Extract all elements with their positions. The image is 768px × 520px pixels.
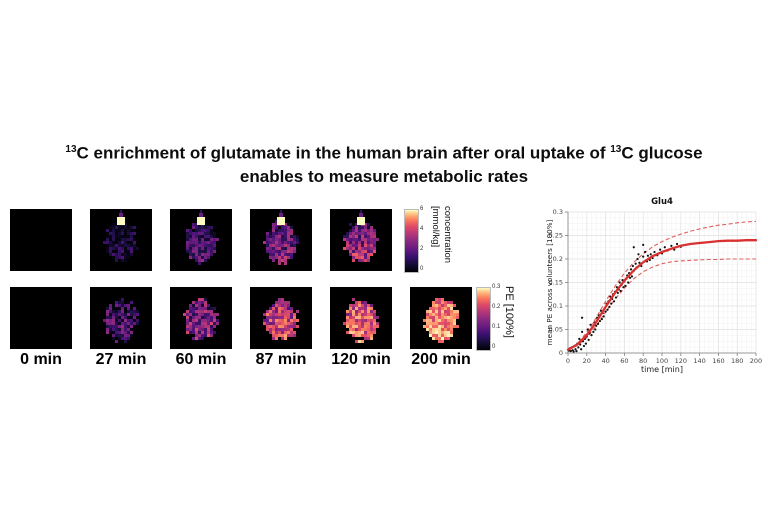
svg-text:Glu4: Glu4 (651, 197, 673, 207)
time-label: 27 min (95, 351, 147, 368)
glu4-scatter-plot: 0 20 40 60 80 100 120 140 160 180 200 0 0.05 0.1 0.15 0… (545, 194, 768, 382)
time-label: 200 min (411, 351, 471, 368)
colorbar-tick-label: 0.2 (492, 304, 501, 310)
colorbar-tick-label: 0.3 (492, 284, 501, 290)
brain-image-pe-120min (330, 287, 392, 349)
svg-text:180: 180 (731, 357, 743, 365)
superscript-13: 13 (610, 144, 622, 155)
brain-image-concentration-27min (90, 209, 152, 271)
svg-text:0.1: 0.1 (553, 302, 563, 310)
colorbar-tick-label: 4 (420, 226, 424, 232)
colorbar-tick-label: 2 (420, 246, 424, 252)
colorbar-concentration-label: concentration [mmol/kg] (430, 206, 453, 264)
brain-image-concentration-0min (10, 209, 72, 271)
svg-text:120: 120 (675, 357, 687, 365)
svg-text:0.05: 0.05 (549, 326, 563, 334)
svg-text:0: 0 (559, 349, 563, 357)
colorbar-pe-label: PE [100%] (503, 286, 515, 338)
colorbar-tick-label: 0 (492, 344, 496, 350)
svg-text:140: 140 (693, 357, 705, 365)
title-line-2: enables to measure metabolic rates (239, 166, 529, 186)
glu4-plot-svg: 0 20 40 60 80 100 120 140 160 180 200 0 0.05 0.1 0.15 0… (545, 197, 762, 374)
time-label: 0 min (20, 351, 62, 368)
colorbar-tick-label: 0 (420, 266, 424, 272)
colorbar-concentration (404, 209, 419, 273)
colorbar-tick-label: 6 (420, 206, 424, 212)
brain-image-pe-60min (170, 287, 232, 349)
colorbar-tick-label: 0.1 (492, 324, 501, 330)
svg-text:0: 0 (566, 357, 570, 365)
svg-text:160: 160 (712, 357, 724, 365)
brain-image-pe-0min (10, 287, 72, 349)
colorbar-pe-ticks: 0.3 0.2 0.1 0 (492, 284, 508, 350)
time-label: 120 min (331, 351, 391, 368)
title-line-1: 13C enrichment of glutamate in the human… (65, 143, 703, 163)
svg-text:0.25: 0.25 (549, 232, 563, 240)
svg-text:60: 60 (620, 357, 628, 365)
svg-text:40: 40 (601, 357, 609, 365)
brain-image-concentration-87min (250, 209, 312, 271)
svg-text:time [min]: time [min] (641, 365, 683, 374)
superscript-13: 13 (65, 144, 77, 155)
svg-text:200: 200 (750, 357, 762, 365)
svg-text:80: 80 (639, 357, 647, 365)
brain-image-pe-27min (90, 287, 152, 349)
svg-text:100: 100 (656, 357, 668, 365)
svg-text:0.3: 0.3 (553, 208, 563, 216)
time-label: 87 min (255, 351, 307, 368)
colorbar-pe (476, 287, 491, 351)
svg-text:20: 20 (583, 357, 591, 365)
time-label: 60 min (175, 351, 227, 368)
colorbar-concentration-ticks: 6 4 2 0 (420, 206, 436, 272)
figure-title: 13C enrichment of glutamate in the human… (0, 138, 768, 188)
svg-text:mean PE across volunteers [100: mean PE across volunteers [100%] (545, 219, 554, 345)
brain-image-concentration-60min (170, 209, 232, 271)
brain-image-pe-200min (410, 287, 472, 349)
svg-text:0.15: 0.15 (549, 279, 563, 287)
brain-image-concentration-120min (330, 209, 392, 271)
svg-text:0.2: 0.2 (553, 255, 563, 263)
brain-image-pe-87min (250, 287, 312, 349)
